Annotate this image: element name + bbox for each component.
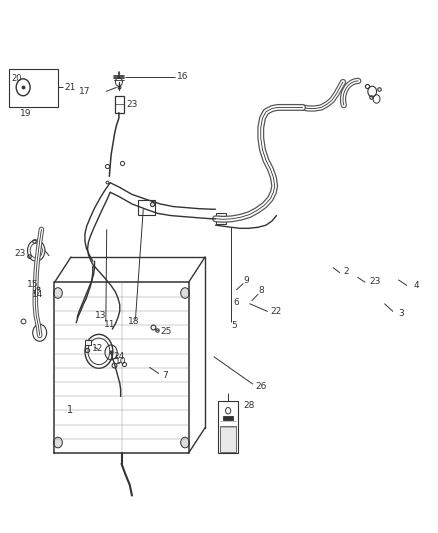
Text: 21: 21: [64, 83, 75, 92]
Text: 24: 24: [114, 352, 125, 361]
Text: 18: 18: [127, 317, 139, 326]
Text: 22: 22: [270, 307, 281, 316]
Text: 17: 17: [79, 87, 91, 96]
Text: 14: 14: [32, 289, 43, 298]
Text: 6: 6: [233, 298, 239, 307]
Text: 28: 28: [244, 401, 255, 410]
Text: 7: 7: [162, 370, 168, 379]
Text: 26: 26: [255, 382, 267, 391]
Bar: [220, 425, 237, 451]
Text: 1: 1: [67, 405, 73, 415]
Circle shape: [181, 437, 189, 448]
Text: 19: 19: [20, 109, 32, 118]
Circle shape: [181, 288, 189, 298]
Circle shape: [53, 437, 62, 448]
Text: 11: 11: [104, 320, 116, 329]
Text: 8: 8: [258, 286, 264, 295]
Bar: [138, 200, 155, 215]
Text: 4: 4: [414, 280, 420, 289]
Text: 5: 5: [231, 321, 237, 330]
Bar: [218, 401, 238, 453]
Text: 13: 13: [95, 311, 106, 320]
Text: 2: 2: [343, 268, 349, 276]
Text: 3: 3: [398, 309, 404, 318]
Bar: [216, 214, 226, 224]
Text: 9: 9: [244, 276, 249, 285]
Bar: [85, 340, 91, 345]
Text: 16: 16: [177, 72, 188, 81]
Text: 15: 15: [27, 280, 38, 289]
Bar: [223, 416, 233, 420]
Text: 10: 10: [116, 358, 127, 367]
Text: 23: 23: [127, 100, 138, 109]
Text: 20: 20: [11, 74, 22, 83]
Text: 23: 23: [14, 249, 26, 259]
Text: 23: 23: [369, 277, 381, 286]
Text: 25: 25: [160, 327, 172, 336]
Bar: [115, 96, 124, 113]
Circle shape: [53, 288, 62, 298]
Text: 12: 12: [92, 344, 103, 353]
Bar: [9, 69, 58, 108]
